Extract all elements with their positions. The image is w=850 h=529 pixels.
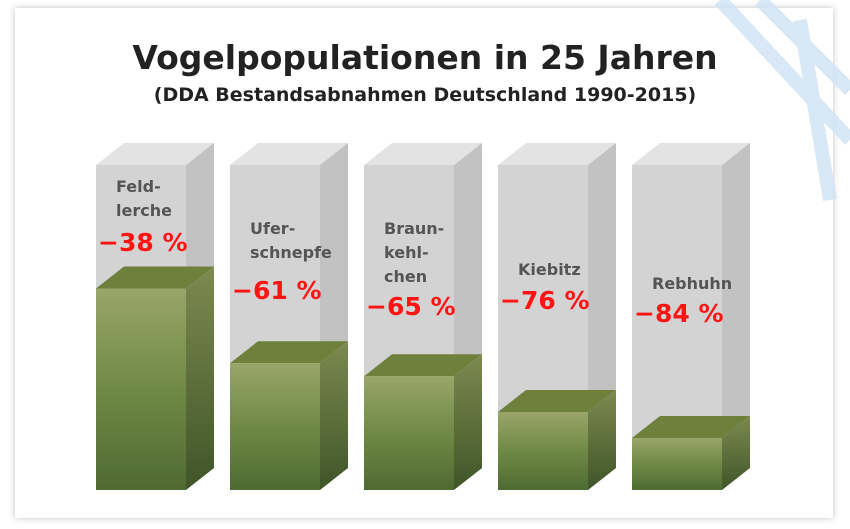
bar-remaining-top (498, 390, 616, 412)
bar-lost (498, 165, 588, 412)
bar-remaining-top (364, 354, 482, 377)
value-label: −76 % (500, 286, 590, 315)
bar-remaining-side (722, 416, 750, 490)
bar-remaining-side (186, 266, 214, 490)
bar-lost-side (320, 143, 348, 364)
bar-lost (632, 165, 722, 438)
box-top (96, 143, 214, 165)
bar-remaining-top (96, 266, 214, 289)
bar-remaining-side (320, 341, 348, 490)
value-label: −61 % (232, 276, 322, 305)
bar-lost (230, 165, 320, 364)
category-label: Kiebitz (518, 260, 581, 279)
bar-lost-side (454, 143, 482, 377)
bar-remaining-top (632, 416, 750, 438)
value-label: −38 % (98, 228, 188, 257)
bar-lost-side (186, 143, 214, 289)
bar-remaining (230, 363, 320, 490)
box-top (632, 143, 750, 165)
bar-remaining-top (230, 341, 348, 364)
bar-lost (364, 165, 454, 377)
category-label: Braun- kehl- chen (384, 219, 445, 286)
bar-remaining-side (588, 390, 616, 490)
box-top (498, 143, 616, 165)
bar-remaining (364, 376, 454, 490)
chart-title: Vogelpopulationen in 25 Jahren (132, 38, 718, 77)
decoration (714, 0, 850, 202)
bar-remaining (632, 438, 722, 490)
bar-lost-side (588, 143, 616, 412)
category-label: Rebhuhn (652, 274, 733, 293)
box-top (364, 143, 482, 165)
category-label: Feld- lerche (116, 177, 172, 220)
bar-remaining-side (454, 354, 482, 490)
box-top (230, 143, 348, 165)
bar-remaining (498, 412, 588, 490)
category-label: Ufer- schnepfe (250, 219, 332, 262)
bar-lost-side (722, 143, 750, 438)
value-label: −65 % (366, 292, 456, 321)
chart-subtitle: (DDA Bestandsabnahmen Deutschland 1990-2… (153, 84, 697, 106)
bar-remaining (96, 288, 186, 490)
value-label: −84 % (634, 299, 724, 328)
